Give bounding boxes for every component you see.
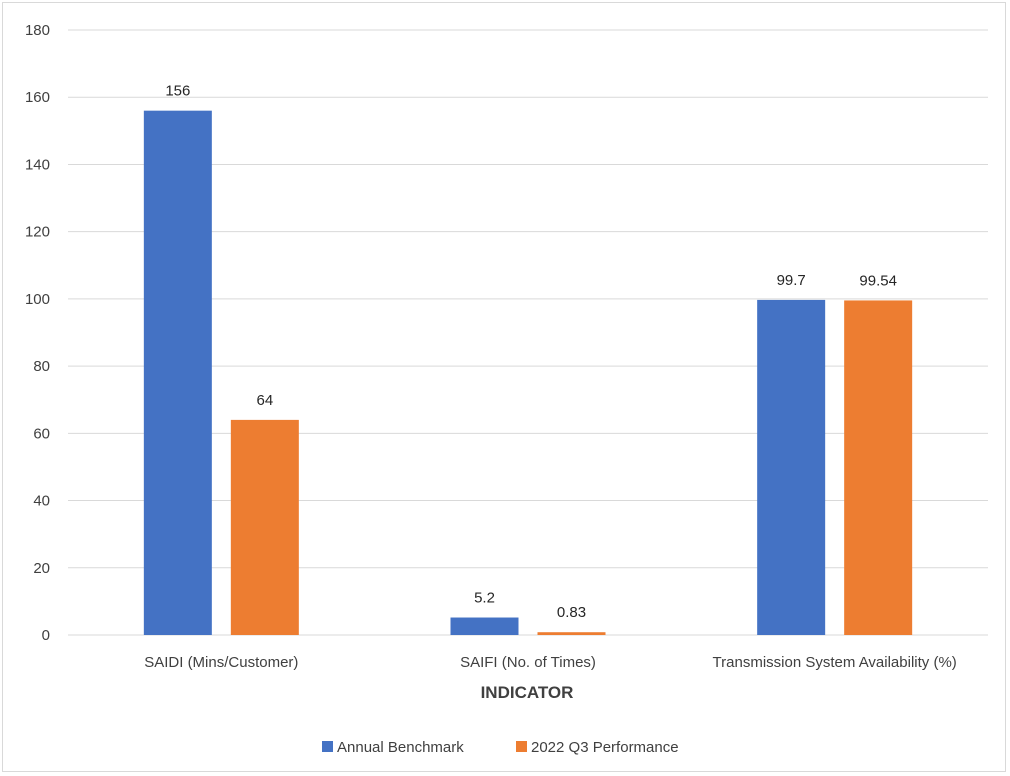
legend-swatch [516,741,527,752]
bar [844,300,913,635]
gridlines [68,29,988,636]
y-tick-label: 120 [25,224,50,241]
legend: Annual Benchmark 2022 Q3 Performance [322,739,679,756]
bar [450,617,519,635]
legend-item: 2022 Q3 Performance [516,739,679,756]
y-tick-label: 0 [42,627,50,644]
y-tick-label: 100 [25,291,50,308]
y-tick-label: 20 [33,560,50,577]
y-tick-label: 40 [33,493,50,510]
y-tick-label: 180 [25,22,50,39]
bar [537,632,606,635]
y-tick-label: 160 [25,89,50,106]
data-label: 99.54 [859,272,897,289]
y-tick-label: 80 [33,358,50,375]
data-label: 64 [256,392,273,409]
category-label: SAIFI (No. of Times) [460,654,596,671]
category-label: SAIDI (Mins/Customer) [144,654,298,671]
y-axis-ticks: 0 20 40 60 80 100 120 140 160 180 [25,22,50,644]
x-axis-categories: SAIDI (Mins/Customer) SAIFI (No. of Times… [144,654,957,671]
x-axis-title: INDICATOR [481,683,574,702]
legend-label: 2022 Q3 Performance [531,739,679,756]
data-label: 5.2 [474,590,495,607]
bars [143,110,913,635]
data-label: 0.83 [557,604,586,621]
bar [143,110,212,635]
legend-item: Annual Benchmark [322,739,464,756]
bar [230,419,299,635]
y-tick-label: 60 [33,425,50,442]
y-tick-label: 140 [25,156,50,173]
data-label: 156 [165,83,190,100]
data-labels: 156 64 5.2 0.83 99.7 99.54 [165,83,897,622]
bar [757,299,826,635]
legend-label: Annual Benchmark [337,739,464,756]
category-label: Transmission System Availability (%) [713,654,957,671]
data-label: 99.7 [777,272,806,289]
legend-swatch [322,741,333,752]
